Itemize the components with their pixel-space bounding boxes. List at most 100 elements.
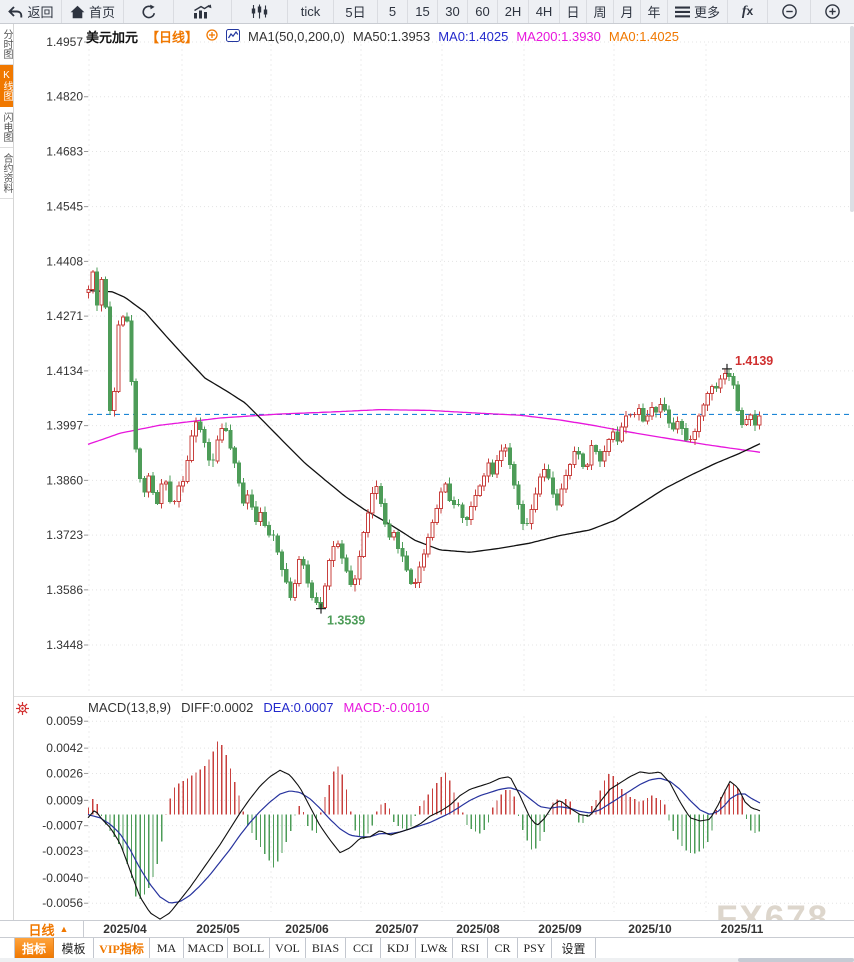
indicator-macd-button[interactable]: MACD bbox=[184, 938, 228, 958]
indicator-bias-button[interactable]: BIAS bbox=[306, 938, 346, 958]
indicator-vol-button[interactable]: VOL bbox=[270, 938, 306, 958]
indicator-rsi-button[interactable]: RSI bbox=[453, 938, 488, 958]
back-icon bbox=[7, 5, 23, 19]
period-4h-label: 4H bbox=[535, 4, 553, 19]
period-month-label: 月 bbox=[620, 5, 634, 20]
ma0-orange-value: MA0:1.4025 bbox=[608, 29, 680, 44]
period-year-button[interactable]: 年 bbox=[641, 0, 668, 23]
sidebar-tab-contract-info[interactable]: 合约资料 bbox=[0, 148, 13, 199]
period-5day-button[interactable]: 5日 bbox=[334, 0, 378, 23]
sidebar-tab-time-chart[interactable]: 分时图 bbox=[0, 24, 13, 65]
svg-text:1.4408: 1.4408 bbox=[46, 254, 83, 268]
period-30-label: 30 bbox=[445, 4, 460, 19]
axis-labels: 1.4957 1.4820 1.4683 1.4545 1.4408 1.4271 1.41… bbox=[42, 35, 83, 910]
period-week-button[interactable]: 周 bbox=[587, 0, 614, 23]
top-toolbar: 返回 首页 tick 5日 5 15 30 60 2H 4H 日周月年 更多 fx bbox=[0, 0, 854, 24]
home-icon bbox=[70, 5, 85, 19]
svg-text:-0.0023: -0.0023 bbox=[42, 844, 83, 858]
more-label: 更多 bbox=[693, 5, 720, 20]
fx-button[interactable]: fx bbox=[728, 0, 768, 23]
indicator-ma-button[interactable]: MA bbox=[150, 938, 184, 958]
indicator-kdj-button[interactable]: KDJ bbox=[381, 938, 416, 958]
svg-text:1.3448: 1.3448 bbox=[46, 638, 83, 652]
vertical-scrollbar[interactable] bbox=[850, 26, 854, 212]
chart-type-candle-button[interactable] bbox=[232, 0, 288, 23]
svg-text:1.3723: 1.3723 bbox=[46, 528, 83, 542]
period-5day-label: 5日 bbox=[345, 5, 366, 20]
period-4h-button[interactable]: 4H bbox=[529, 0, 560, 23]
x-axis-label: 2025/05 bbox=[196, 922, 240, 936]
circle-plus-icon[interactable] bbox=[206, 29, 218, 44]
more-button[interactable]: 更多 bbox=[668, 0, 728, 23]
svg-text:0.0026: 0.0026 bbox=[46, 766, 83, 780]
macd-macd-value: MACD:-0.0010 bbox=[343, 700, 430, 715]
indicator-template-button[interactable]: 模板 bbox=[54, 938, 94, 958]
home-button[interactable]: 首页 bbox=[62, 0, 124, 23]
period-selector[interactable]: 日线 ▲ bbox=[14, 921, 84, 938]
period-15-label: 15 bbox=[415, 4, 430, 19]
horizontal-scrollbar[interactable] bbox=[0, 958, 854, 962]
indicator-cci-button[interactable]: CCI bbox=[346, 938, 381, 958]
ma200-line bbox=[87, 409, 761, 453]
ma0-blue-value: MA0:1.4025 bbox=[438, 29, 509, 44]
indicator-lwr-button[interactable]: LW& bbox=[416, 938, 453, 958]
macd-dea-line bbox=[87, 777, 761, 904]
indicator-psy-button[interactable]: PSY bbox=[518, 938, 552, 958]
period-30-button[interactable]: 30 bbox=[438, 0, 468, 23]
horizontal-scrollbar-thumb[interactable] bbox=[738, 958, 854, 962]
period-60-button[interactable]: 60 bbox=[468, 0, 498, 23]
indicator-settings-button[interactable]: 设置 bbox=[552, 938, 596, 958]
indicator-toolbar: 指标 模板 VIP指标 MA MACD BOLL VOL BIAS CCI KDJ LW& RSI CR… bbox=[14, 938, 596, 958]
indicator-vip-indicator-button[interactable]: VIP指标 bbox=[94, 938, 150, 958]
svg-text:-0.0056: -0.0056 bbox=[42, 896, 83, 910]
sidebar-tab-kline-chart[interactable]: K线图 bbox=[0, 65, 13, 107]
macd-diff-line bbox=[87, 769, 761, 920]
zoom-out-button[interactable] bbox=[768, 0, 811, 23]
period-2h-button[interactable]: 2H bbox=[498, 0, 529, 23]
svg-text:1.4957: 1.4957 bbox=[46, 35, 83, 49]
sidebar-tab-lightning-chart[interactable]: 闪电图 bbox=[0, 107, 13, 148]
period-5-label: 5 bbox=[388, 4, 397, 19]
svg-text:-0.0007: -0.0007 bbox=[42, 819, 83, 833]
mini-chart-icon[interactable] bbox=[226, 28, 241, 45]
period-month-button[interactable]: 月 bbox=[614, 0, 641, 23]
period-tick-button[interactable]: tick bbox=[288, 0, 334, 23]
indicator-indicator-button[interactable]: 指标 bbox=[14, 938, 54, 958]
x-axis-label: 2025/06 bbox=[285, 922, 329, 936]
period-15-button[interactable]: 15 bbox=[408, 0, 438, 23]
period-tick-label: tick bbox=[300, 4, 321, 19]
chart-legend: 美元加元 【日线】 MA1(50,0,200,0) MA50:1.3953 MA… bbox=[86, 27, 679, 46]
indicator-cr-button[interactable]: CR bbox=[488, 938, 518, 958]
back-button[interactable]: 返回 bbox=[0, 0, 62, 23]
x-axis-label: 2025/11 bbox=[720, 922, 764, 936]
x-axis-label: 2025/08 bbox=[456, 922, 500, 936]
macd-settings-gear-icon[interactable] bbox=[15, 701, 30, 721]
svg-text:-0.0040: -0.0040 bbox=[42, 871, 83, 885]
svg-text:1.3997: 1.3997 bbox=[46, 419, 83, 433]
x-axis-label: 2025/04 bbox=[103, 922, 147, 936]
period-day-button[interactable]: 日 bbox=[560, 0, 587, 23]
svg-text:0.0059: 0.0059 bbox=[46, 714, 83, 728]
candles-layer bbox=[86, 267, 762, 609]
x-axis-label: 2025/10 bbox=[628, 922, 672, 936]
period-60-label: 60 bbox=[475, 4, 490, 19]
ma50-value: MA50:1.3953 bbox=[352, 29, 431, 44]
x-axis-label: 2025/07 bbox=[375, 922, 419, 936]
period-tag: 【日线】 bbox=[146, 30, 199, 45]
svg-text:1.4134: 1.4134 bbox=[46, 364, 83, 378]
chart-type-sidebar: 分时图 K线图 闪电图 合约资料 bbox=[0, 24, 14, 920]
macd-title: MACD(13,8,9) bbox=[88, 700, 172, 715]
chart-type-bar-button[interactable] bbox=[174, 0, 232, 23]
period-selector-label: 日线 bbox=[28, 922, 55, 938]
high-price-label: 1.4139 bbox=[735, 354, 773, 368]
zoom-out-icon bbox=[781, 3, 798, 20]
refresh-button[interactable] bbox=[124, 0, 174, 23]
annotations: 1.4139 1.3539 bbox=[316, 354, 773, 628]
indicator-boll-button[interactable]: BOLL bbox=[228, 938, 270, 958]
zoom-in-button[interactable] bbox=[811, 0, 853, 23]
period-day-label: 日 bbox=[566, 5, 580, 20]
macd-dea-value: DEA:0.0007 bbox=[263, 700, 334, 715]
symbol-name: 美元加元 bbox=[86, 30, 139, 45]
period-5-button[interactable]: 5 bbox=[378, 0, 408, 23]
